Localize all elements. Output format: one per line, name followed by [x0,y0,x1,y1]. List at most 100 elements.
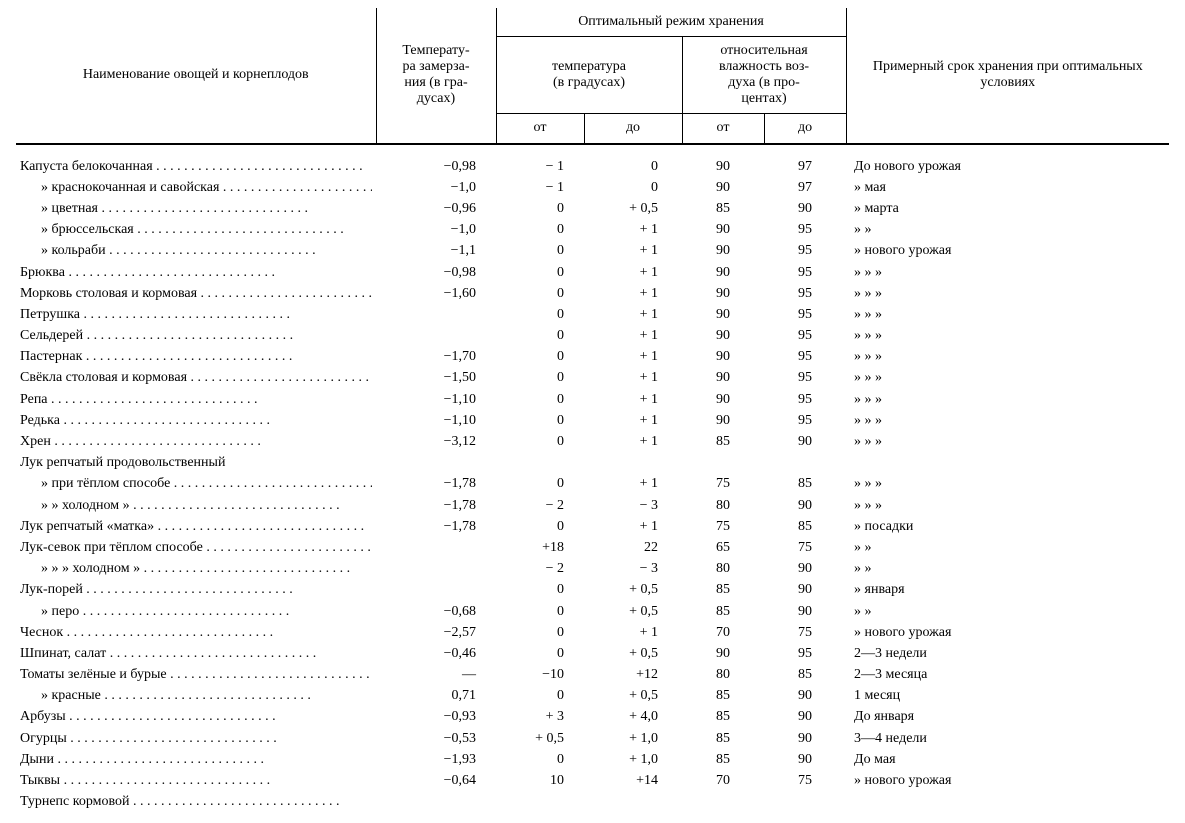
cell-name: » при тёплом способе . . . . . . . . . .… [16,476,376,497]
cell-hum-from: 65 [682,540,764,561]
cell-freeze [376,794,496,815]
cell-name: Морковь столовая и кормовая . . . . . . … [16,286,376,307]
cell-hum-from: 80 [682,667,764,688]
table-row: » кольраби . . . . . . . . . . . . . . .… [16,243,1169,264]
cell-temp-to: +12 [584,667,682,688]
cell-freeze [376,561,496,582]
table-row: » брюссельская . . . . . . . . . . . . .… [16,222,1169,243]
cell-hum-to: 95 [764,307,846,328]
cell-temp-from: 0 [496,519,584,540]
cell-temp-to: 0 [584,159,682,180]
cell-temp-from: − 2 [496,561,584,582]
cell-term: » » » [846,328,1169,349]
cell-term: » посадки [846,519,1169,540]
cell-term: » марта [846,201,1169,222]
cell-term: » » [846,540,1169,561]
cell-hum-from: 85 [682,709,764,730]
cell-term: 2—3 месяца [846,667,1169,688]
cell-temp-to: + 1 [584,265,682,286]
cell-term: До мая [846,752,1169,773]
cell-temp-to: + 1 [584,625,682,646]
cell-term: » » [846,604,1169,625]
cell-temp-from: 0 [496,582,584,603]
cell-hum-from: 90 [682,265,764,286]
cell-term [846,455,1169,476]
cell-temp-to: + 0,5 [584,604,682,625]
table-row: Чеснок . . . . . . . . . . . . . . . . .… [16,625,1169,646]
table-row: Лук-севок при тёплом способе . . . . . .… [16,540,1169,561]
cell-name: Свёкла столовая и кормовая . . . . . . .… [16,370,376,391]
cell-hum-to [764,794,846,815]
cell-hum-from: 85 [682,688,764,709]
table-row: Арбузы . . . . . . . . . . . . . . . . .… [16,709,1169,730]
cell-temp-from: 0 [496,286,584,307]
cell-name: Репа . . . . . . . . . . . . . . . . . .… [16,392,376,413]
cell-name: Лук-севок при тёплом способе . . . . . .… [16,540,376,561]
cell-name: Редька . . . . . . . . . . . . . . . . .… [16,413,376,434]
cell-hum-to: 90 [764,604,846,625]
cell-freeze: −0,98 [376,265,496,286]
cell-temp-to: 0 [584,180,682,201]
cell-hum-to: 85 [764,519,846,540]
cell-temp-to: + 0,5 [584,646,682,667]
cell-hum-from: 85 [682,604,764,625]
cell-hum-from: 85 [682,434,764,455]
cell-temp-from: − 2 [496,498,584,519]
storage-table: Наименование овощей и корнеплодов Темпер… [16,8,1169,815]
cell-temp-from: 0 [496,201,584,222]
table-row: » перо . . . . . . . . . . . . . . . . .… [16,604,1169,625]
cell-freeze: — [376,667,496,688]
table-row: » при тёплом способе . . . . . . . . . .… [16,476,1169,497]
cell-hum-to: 95 [764,392,846,413]
table-row: Лук репчатый продовольственный [16,455,1169,476]
cell-temp-to: + 1 [584,434,682,455]
cell-freeze: −3,12 [376,434,496,455]
cell-term: » мая [846,180,1169,201]
cell-freeze: −1,78 [376,498,496,519]
table-row: Огурцы . . . . . . . . . . . . . . . . .… [16,731,1169,752]
cell-temp-from: 10 [496,773,584,794]
cell-hum-from: 90 [682,349,764,370]
cell-hum-to: 90 [764,582,846,603]
cell-temp-to: 22 [584,540,682,561]
cell-temp-from: 0 [496,752,584,773]
table-row: Лук-порей . . . . . . . . . . . . . . . … [16,582,1169,603]
table-row: Пастернак . . . . . . . . . . . . . . . … [16,349,1169,370]
cell-hum-to: 90 [764,498,846,519]
cell-hum-from: 70 [682,625,764,646]
table-row: Шпинат, салат . . . . . . . . . . . . . … [16,646,1169,667]
cell-name: Капуста белокочанная . . . . . . . . . .… [16,159,376,180]
table-row: » краснокочанная и савойская . . . . . .… [16,180,1169,201]
cell-name: » » » холодном » . . . . . . . . . . . .… [16,561,376,582]
cell-freeze [376,328,496,349]
cell-temp-from: −10 [496,667,584,688]
table-body: Капуста белокочанная . . . . . . . . . .… [16,144,1169,816]
cell-temp-to: + 1 [584,328,682,349]
cell-temp-from: 0 [496,328,584,349]
cell-hum-to: 90 [764,434,846,455]
cell-hum-to: 75 [764,773,846,794]
cell-freeze: −1,70 [376,349,496,370]
cell-term: » нового урожая [846,625,1169,646]
cell-hum-to [764,455,846,476]
cell-temp-to: + 0,5 [584,201,682,222]
cell-temp-from: − 1 [496,159,584,180]
cell-term: » » [846,222,1169,243]
cell-temp-from: 0 [496,307,584,328]
cell-hum-from: 90 [682,307,764,328]
cell-hum-to: 90 [764,709,846,730]
cell-freeze: −1,10 [376,392,496,413]
cell-name: Шпинат, салат . . . . . . . . . . . . . … [16,646,376,667]
cell-temp-to: + 1 [584,307,682,328]
cell-temp-from: 0 [496,688,584,709]
table-row: Дыни . . . . . . . . . . . . . . . . . .… [16,752,1169,773]
cell-freeze: −0,93 [376,709,496,730]
cell-name: Огурцы . . . . . . . . . . . . . . . . .… [16,731,376,752]
cell-hum-from: 80 [682,498,764,519]
cell-freeze: −0,68 [376,604,496,625]
hdr-temp-to: до [584,114,682,144]
cell-hum-from: 85 [682,582,764,603]
cell-temp-from: 0 [496,476,584,497]
cell-name: » брюссельская . . . . . . . . . . . . .… [16,222,376,243]
cell-freeze: −1,10 [376,413,496,434]
